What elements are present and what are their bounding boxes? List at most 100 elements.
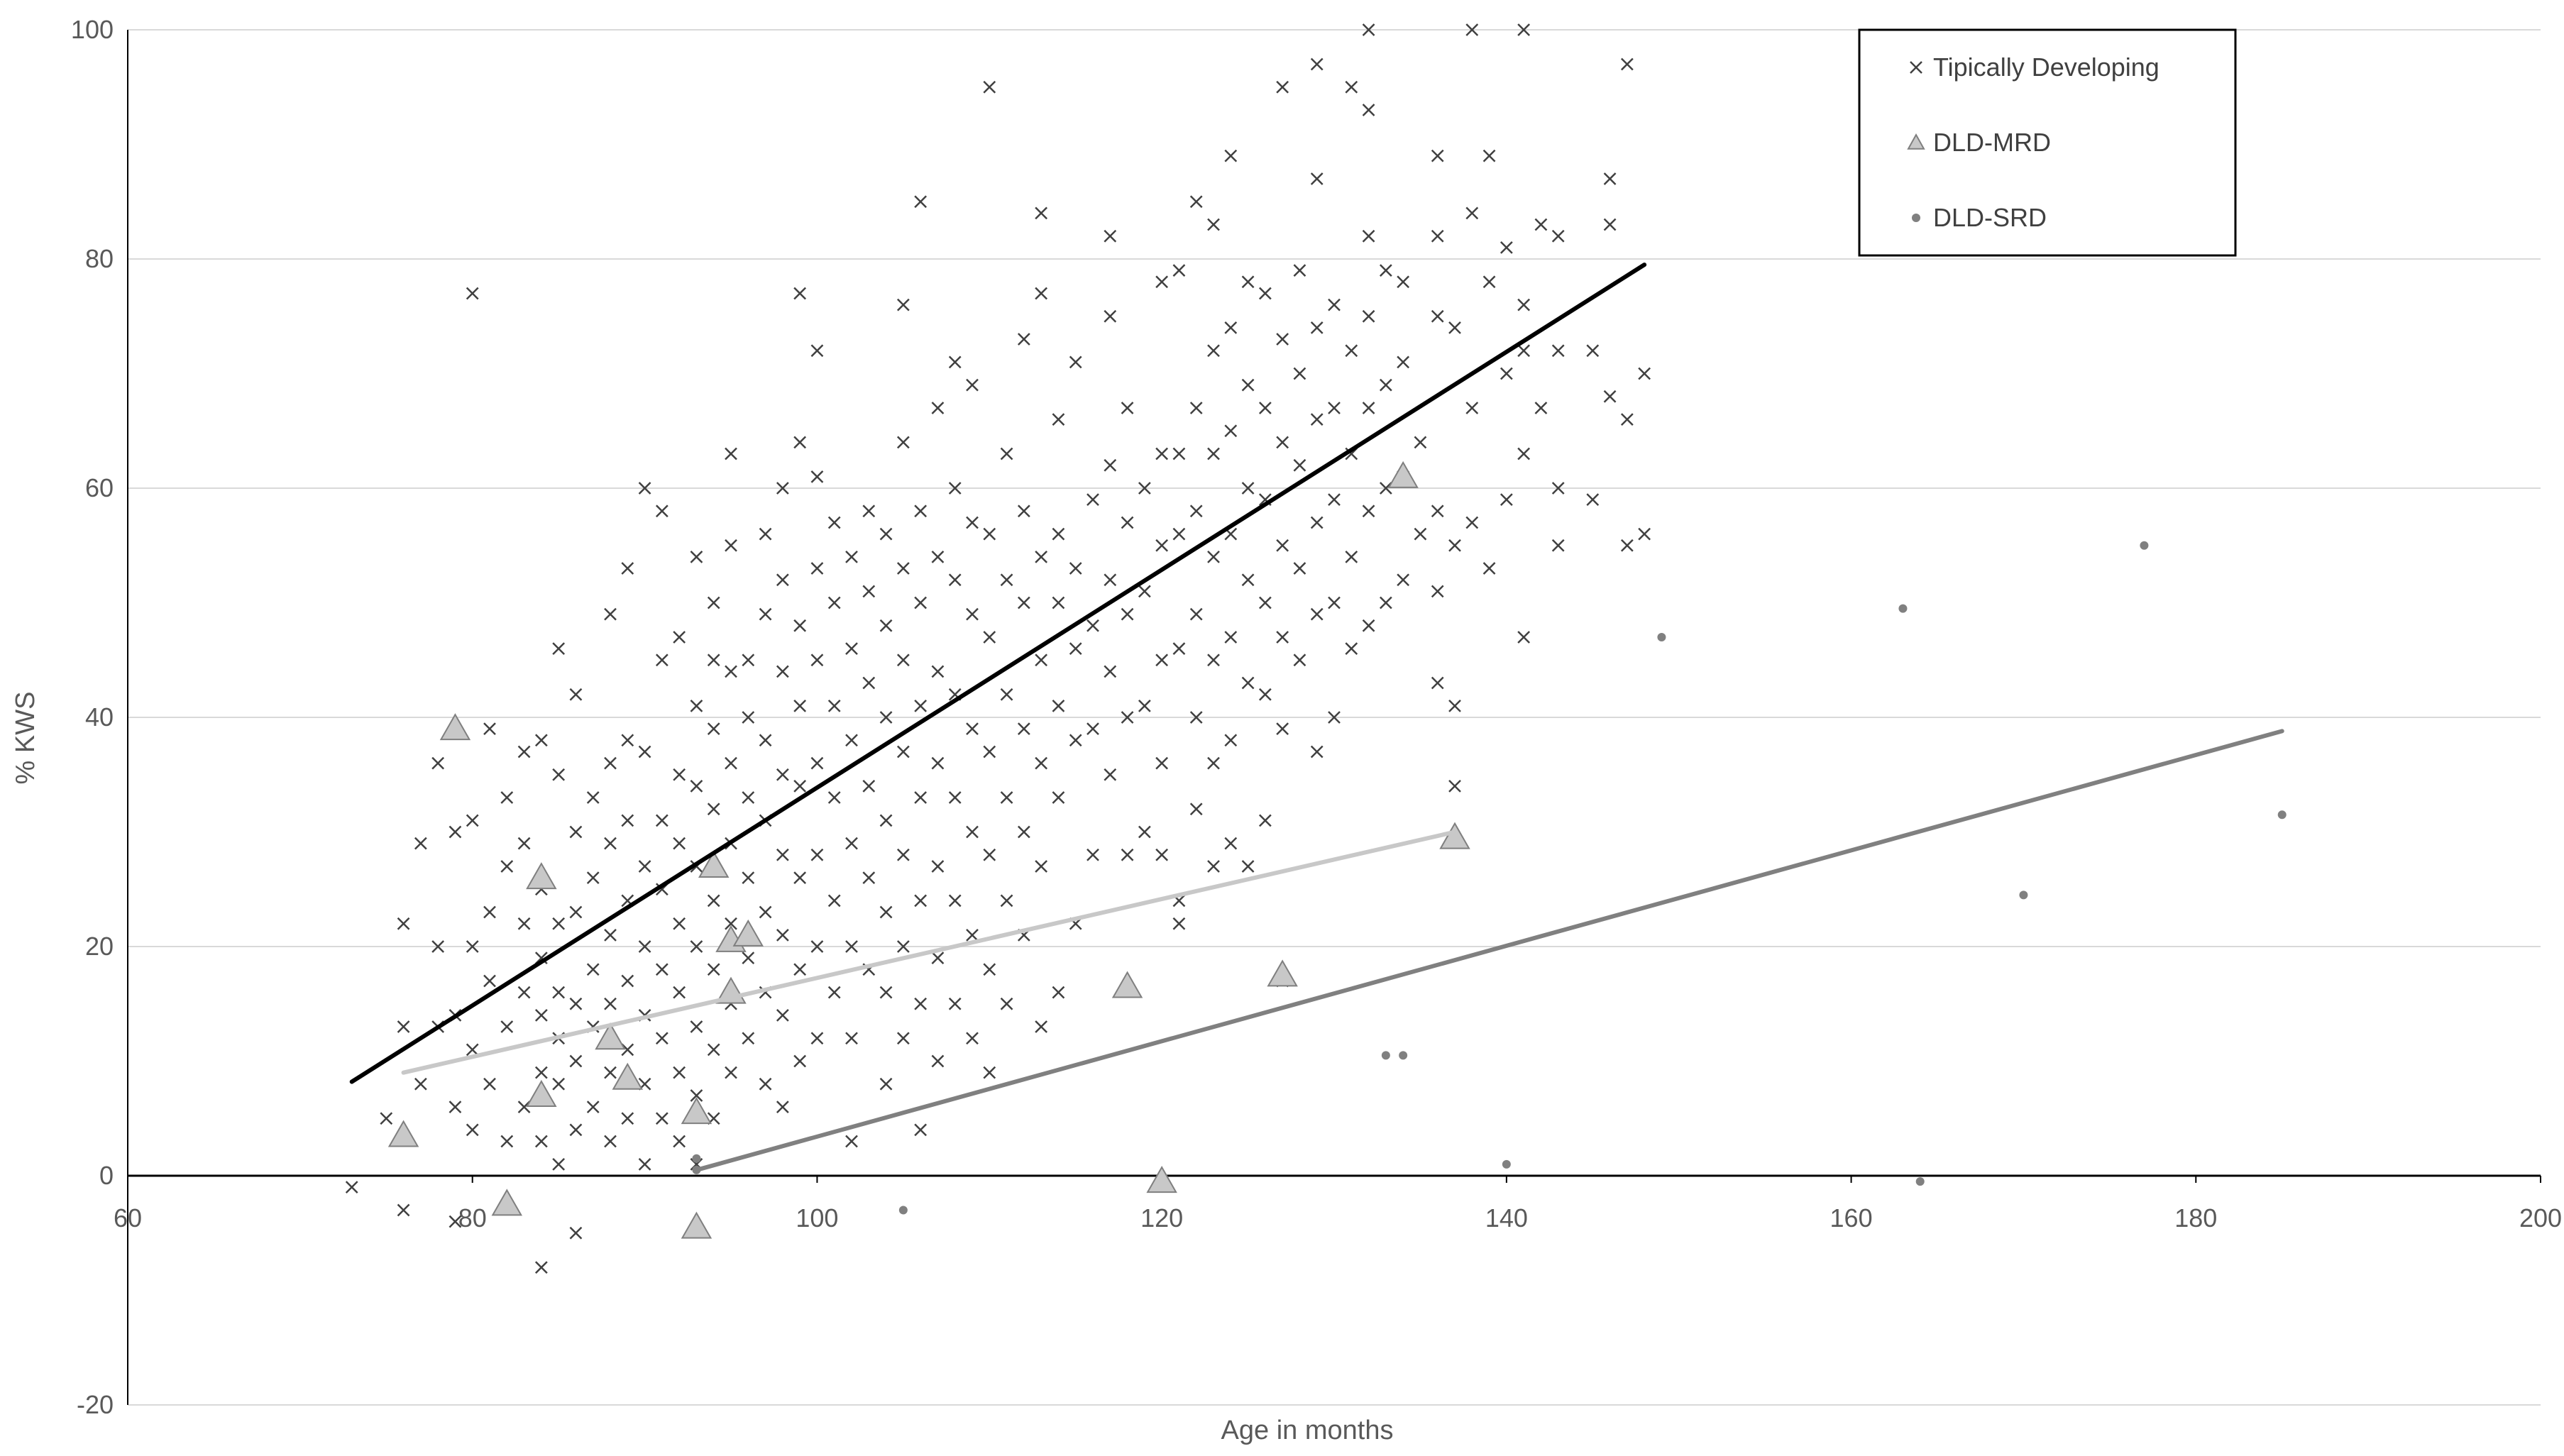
td-point <box>1000 997 1013 1010</box>
td-point <box>569 825 583 839</box>
td-point <box>690 1089 703 1102</box>
td-point <box>707 1043 720 1057</box>
td-point <box>638 1157 651 1171</box>
legend-label: DLD-SRD <box>1933 203 2047 232</box>
td-point <box>742 653 755 667</box>
td-point <box>1104 229 1117 243</box>
dld-mrd-point <box>491 1188 523 1216</box>
td-point <box>552 986 566 999</box>
td-point <box>1551 229 1565 243</box>
dld-srd-point <box>1381 1051 1390 1060</box>
x-tick-label: 180 <box>2174 1203 2217 1232</box>
y-tick-label: 20 <box>85 932 114 961</box>
td-point <box>810 653 824 667</box>
td-point <box>414 1077 427 1091</box>
dld-mrd-point <box>1439 822 1470 849</box>
td-point <box>534 1009 548 1022</box>
dld-mrd-point <box>1146 1166 1177 1193</box>
td-point <box>414 837 427 850</box>
dld-srd-trendline <box>694 729 2284 1172</box>
td-point <box>534 1066 548 1079</box>
td-point <box>845 551 858 563</box>
td-point <box>1431 149 1444 162</box>
td-point <box>1000 447 1013 460</box>
td-point <box>1500 367 1513 380</box>
td-point <box>914 699 928 712</box>
td-point <box>966 516 979 529</box>
td-point <box>810 756 824 770</box>
td-point <box>1345 551 1358 563</box>
td-point <box>1431 676 1444 690</box>
td-point <box>931 402 945 414</box>
td-point <box>1035 1020 1048 1033</box>
td-point <box>1035 206 1048 220</box>
td-point <box>1293 562 1306 575</box>
td-point <box>1241 573 1255 587</box>
dld-srd-point <box>2019 890 2028 900</box>
td-point <box>1000 573 1013 587</box>
td-point <box>1155 848 1169 861</box>
td-point <box>1086 848 1099 861</box>
x-tick-label: 140 <box>1485 1203 1528 1232</box>
x-tick-label: 120 <box>1140 1203 1183 1232</box>
td-point <box>1431 504 1444 518</box>
td-point <box>1293 653 1306 667</box>
td-point <box>983 80 996 94</box>
td-point <box>1362 23 1375 36</box>
td-point <box>673 917 686 930</box>
td-point <box>1551 482 1565 495</box>
td-point <box>1345 642 1358 655</box>
td-point <box>1035 551 1048 563</box>
td-point <box>931 1054 945 1068</box>
td-point <box>655 504 668 518</box>
td-point <box>673 986 686 999</box>
td-point <box>673 1066 686 1079</box>
td-point <box>1258 814 1272 827</box>
td-point <box>1276 436 1289 449</box>
td-point <box>725 665 737 678</box>
td-point <box>1500 493 1513 507</box>
td-point <box>1293 458 1306 472</box>
td-point <box>1638 527 1651 541</box>
td-point <box>1465 516 1479 529</box>
td-point <box>621 814 634 827</box>
td-point <box>604 1066 617 1079</box>
td-point <box>1276 333 1289 346</box>
td-point <box>673 768 686 781</box>
td-point <box>1155 653 1169 667</box>
td-point <box>948 997 962 1010</box>
dld-mrd-point <box>698 850 730 878</box>
td-point <box>1207 551 1220 563</box>
td-point <box>552 768 566 781</box>
td-point <box>1620 539 1634 552</box>
td-point <box>1241 482 1255 495</box>
y-tick-label: 0 <box>99 1161 114 1190</box>
td-point <box>810 562 824 575</box>
td-point <box>449 1101 462 1113</box>
td-point <box>1362 619 1375 632</box>
td-point <box>793 699 807 712</box>
td-point <box>742 1032 755 1045</box>
td-point <box>966 607 979 621</box>
td-point <box>638 940 651 953</box>
dld-srd-point <box>2140 541 2149 550</box>
y-tick-label: 60 <box>85 473 114 502</box>
td-point <box>1258 688 1272 701</box>
td-point <box>1172 527 1186 541</box>
td-point <box>1345 80 1358 94</box>
td-point <box>914 894 928 908</box>
td-point <box>552 1157 566 1171</box>
td-point <box>1207 653 1220 667</box>
td-point <box>1224 837 1238 850</box>
td-point <box>1276 631 1289 644</box>
y-tick-label: 40 <box>85 702 114 732</box>
td-point <box>810 470 824 483</box>
td-point <box>983 745 996 759</box>
td-point <box>742 711 755 724</box>
td-point <box>517 917 531 930</box>
td-point <box>500 1135 514 1148</box>
td-point <box>1224 631 1238 644</box>
td-point <box>690 940 703 953</box>
td-point <box>896 848 910 861</box>
td-point <box>1328 298 1341 311</box>
